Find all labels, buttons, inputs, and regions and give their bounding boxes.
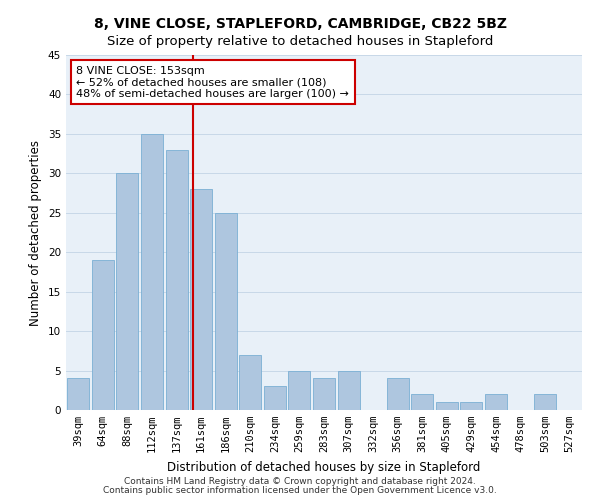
Text: Size of property relative to detached houses in Stapleford: Size of property relative to detached ho… [107,35,493,48]
Bar [436,402,458,410]
Text: 8 VINE CLOSE: 153sqm
← 52% of detached houses are smaller (108)
48% of semi-deta: 8 VINE CLOSE: 153sqm ← 52% of detached h… [76,66,349,99]
Bar [166,150,188,410]
Bar [386,378,409,410]
Text: Contains public sector information licensed under the Open Government Licence v3: Contains public sector information licen… [103,486,497,495]
Bar [289,370,310,410]
Bar [313,378,335,410]
Bar [190,189,212,410]
Bar [215,213,237,410]
Bar [141,134,163,410]
Bar [485,394,507,410]
Bar [338,370,359,410]
Text: Contains HM Land Registry data © Crown copyright and database right 2024.: Contains HM Land Registry data © Crown c… [124,477,476,486]
Y-axis label: Number of detached properties: Number of detached properties [29,140,43,326]
Text: 8, VINE CLOSE, STAPLEFORD, CAMBRIDGE, CB22 5BZ: 8, VINE CLOSE, STAPLEFORD, CAMBRIDGE, CB… [94,18,506,32]
Bar [411,394,433,410]
Bar [460,402,482,410]
X-axis label: Distribution of detached houses by size in Stapleford: Distribution of detached houses by size … [167,460,481,473]
Bar [67,378,89,410]
Bar [116,174,139,410]
Bar [534,394,556,410]
Bar [92,260,114,410]
Bar [264,386,286,410]
Bar [239,355,262,410]
